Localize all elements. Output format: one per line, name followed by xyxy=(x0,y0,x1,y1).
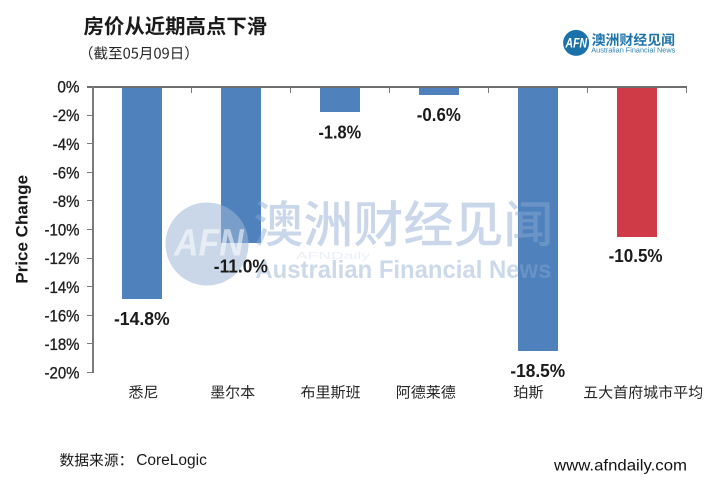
svg-text:-2%: -2% xyxy=(53,106,80,125)
svg-text:AFN: AFN xyxy=(173,222,245,264)
svg-text:-18.5%: -18.5% xyxy=(510,361,565,381)
svg-text:-10.5%: -10.5% xyxy=(609,246,663,266)
svg-text:Australian Financial News: Australian Financial News xyxy=(255,256,551,284)
svg-text:AFN: AFN xyxy=(565,35,587,50)
svg-text:-18%: -18% xyxy=(45,335,80,354)
svg-text:-10%: -10% xyxy=(45,221,80,240)
svg-text:-11.0%: -11.0% xyxy=(214,256,268,276)
svg-text:-0.6%: -0.6% xyxy=(417,105,461,125)
svg-text:-8%: -8% xyxy=(53,192,80,211)
svg-text:AFNDaily: AFNDaily xyxy=(296,251,370,262)
svg-text:-1.8%: -1.8% xyxy=(318,122,361,142)
svg-text:www.afndaily.com: www.afndaily.com xyxy=(553,457,687,474)
svg-text:Australian Financial News: Australian Financial News xyxy=(591,48,676,55)
svg-text:0%: 0% xyxy=(57,78,79,97)
svg-text:Price Change: Price Change xyxy=(13,175,32,284)
svg-text:CoreLogic: CoreLogic xyxy=(136,452,207,469)
svg-text:-4%: -4% xyxy=(53,135,80,154)
svg-text:-14.8%: -14.8% xyxy=(114,309,170,329)
svg-text:-6%: -6% xyxy=(53,163,80,182)
svg-text:-14%: -14% xyxy=(45,278,80,297)
svg-text:-12%: -12% xyxy=(45,249,80,268)
svg-text:-16%: -16% xyxy=(45,306,80,325)
svg-text:-20%: -20% xyxy=(45,364,80,383)
